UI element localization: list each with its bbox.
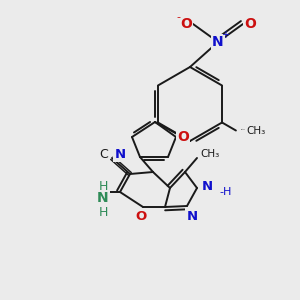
Text: methyl: methyl xyxy=(199,155,204,156)
Text: methyl: methyl xyxy=(241,129,246,130)
Text: +: + xyxy=(221,30,229,40)
Text: -: - xyxy=(176,12,180,22)
Text: O: O xyxy=(135,211,147,224)
Text: H: H xyxy=(98,179,108,193)
Text: CH₃: CH₃ xyxy=(246,125,265,136)
Text: O: O xyxy=(244,17,256,31)
Text: O: O xyxy=(177,130,189,144)
Text: N: N xyxy=(201,179,213,193)
Text: C: C xyxy=(100,148,108,160)
Text: -H: -H xyxy=(219,187,231,197)
Text: H: H xyxy=(98,206,108,218)
Text: N: N xyxy=(212,35,224,49)
Text: O: O xyxy=(180,17,192,31)
Text: CH₃: CH₃ xyxy=(200,149,219,159)
Text: N: N xyxy=(114,148,126,160)
Text: N: N xyxy=(97,191,109,205)
Text: N: N xyxy=(186,209,198,223)
